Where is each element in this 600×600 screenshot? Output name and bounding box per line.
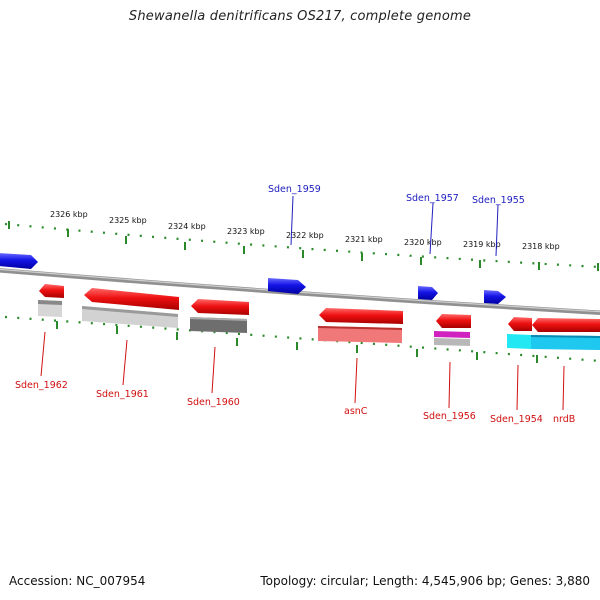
- scale-label: 2318 kbp: [522, 242, 560, 251]
- forward-leader-lines: [290, 195, 499, 257]
- forward-genes: [0, 253, 506, 304]
- genome-summary-text: Topology: circular; Length: 4,545,906 bp…: [260, 574, 590, 588]
- gene-arrow-sden-1954[interactable]: [508, 317, 532, 331]
- genome-backbone: [0, 268, 600, 315]
- scale-labels: 2326 kbp 2325 kbp 2324 kbp 2323 kbp 2322…: [50, 210, 560, 251]
- feature-box-sden-1956-magenta: [434, 331, 470, 338]
- gene-arrow-sden-1955[interactable]: [484, 290, 506, 304]
- gene-label-sden-1955[interactable]: Sden_1955: [472, 195, 525, 206]
- inner-tick-ring: [4, 315, 600, 363]
- gene-label-sden-1954[interactable]: Sden_1954: [490, 414, 543, 425]
- gene-label-asnc[interactable]: asnC: [344, 406, 368, 417]
- gene-label-sden-1959[interactable]: Sden_1959: [268, 184, 321, 195]
- gene-arrow-sden-1962[interactable]: [39, 284, 64, 298]
- gene-arrow-sden-1956[interactable]: [436, 314, 471, 328]
- feature-box-sden-1956-gray: [434, 338, 470, 346]
- inner-major-ticks: [56, 321, 538, 363]
- feature-box-sden-1961: [82, 306, 178, 328]
- feature-box-sden-1960: [190, 317, 247, 333]
- outer-major-ticks: [8, 221, 599, 271]
- feature-box-asnc: [318, 326, 402, 343]
- scale-label: 2326 kbp: [50, 210, 88, 219]
- gene-label-sden-1957[interactable]: Sden_1957: [406, 193, 459, 204]
- scale-label: 2321 kbp: [345, 235, 383, 244]
- gene-arrow-sden-1961[interactable]: [84, 288, 179, 310]
- scale-label: 2324 kbp: [168, 222, 206, 231]
- accession-text: Accession: NC_007954: [9, 574, 146, 588]
- gene-label-sden-1962[interactable]: Sden_1962: [15, 380, 68, 391]
- gene-arrow-sden-1960[interactable]: [191, 299, 249, 315]
- feature-box-nrdb: [531, 335, 600, 350]
- scale-label: 2320 kbp: [404, 238, 442, 247]
- gene-arrow-sden-1957[interactable]: [418, 286, 438, 300]
- reverse-gene-labels: Sden_1962 Sden_1961 Sden_1960 asnC Sden_…: [15, 380, 575, 425]
- gene-label-sden-1960[interactable]: Sden_1960: [187, 397, 240, 408]
- gene-label-sden-1961[interactable]: Sden_1961: [96, 389, 149, 400]
- reverse-genes: [39, 284, 600, 332]
- feature-box-sden-1954: [507, 334, 532, 349]
- scale-label: 2325 kbp: [109, 216, 147, 225]
- map-title: Shewanella denitrificans OS217, complete…: [128, 9, 472, 24]
- scale-label: 2319 kbp: [463, 240, 501, 249]
- gene-label-sden-1956[interactable]: Sden_1956: [423, 411, 476, 422]
- scale-label: 2323 kbp: [227, 227, 265, 236]
- gene-label-nrdb[interactable]: nrdB: [553, 414, 575, 425]
- inner-feature-boxes: [38, 300, 600, 350]
- scale-label: 2322 kbp: [286, 231, 324, 240]
- gene-arrow-nrdb[interactable]: [532, 318, 600, 332]
- gene-arrow-asnc[interactable]: [319, 308, 403, 324]
- gene-arrow-sden-1959[interactable]: [268, 278, 306, 294]
- forward-gene-labels: Sden_1959 Sden_1957 Sden_1955: [268, 184, 525, 206]
- reverse-leader-lines: [40, 331, 565, 411]
- gene-arrow-left-edge[interactable]: [0, 253, 38, 269]
